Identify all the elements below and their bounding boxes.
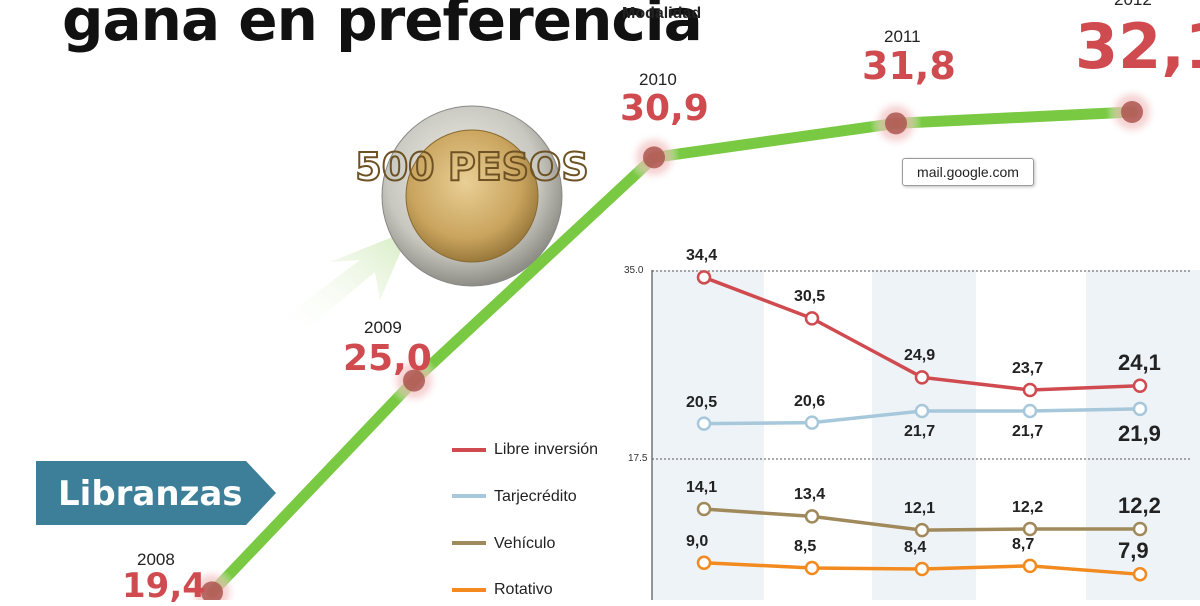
series-point-tarjeta-2 — [914, 403, 930, 419]
series-point-rotativo-1 — [804, 560, 820, 576]
modalidad-label: Modalidad — [622, 5, 702, 22]
series-point-libre-0 — [696, 270, 712, 285]
year-label-2010: 2010 — [639, 70, 677, 89]
series-label-rotativo-1: 8,5 — [794, 537, 817, 555]
series-label-rotativo-4: 7,9 — [1118, 538, 1149, 564]
series-point-libre-3 — [1022, 382, 1038, 398]
banner-text: Libranzas — [58, 474, 243, 514]
series-label-libre-0: 34,4 — [686, 247, 718, 265]
series-point-libre-1 — [804, 311, 820, 326]
series-label-rotativo-3: 8,7 — [1012, 535, 1035, 553]
series-point-vehiculo-2 — [914, 522, 930, 538]
series-point-rotativo-4 — [1132, 567, 1148, 582]
legend-label-rotativo: Rotativo — [494, 581, 553, 598]
series-label-rotativo-2: 8,4 — [904, 539, 927, 557]
y-tick-35: 35.0 — [624, 265, 644, 276]
coin-500: 500 PESOS — [355, 145, 588, 189]
series-point-vehiculo-1 — [804, 509, 820, 524]
main-point-2011 — [885, 112, 907, 135]
series-label-tarjeta-4: 21,9 — [1118, 420, 1161, 446]
url-tooltip: mail.google.com — [902, 158, 1034, 186]
main-line-group — [186, 86, 1158, 600]
year-label-2011: 2011 — [884, 27, 921, 46]
arrow-decoration — [280, 230, 410, 335]
libranzas-banner — [36, 461, 276, 525]
series-label-tarjeta-0: 20,5 — [686, 393, 718, 411]
series-point-rotativo-0 — [696, 555, 712, 570]
series-label-libre-3: 23,7 — [1012, 359, 1044, 377]
series-point-tarjeta-0 — [696, 416, 712, 431]
series-point-vehiculo-3 — [1022, 521, 1038, 537]
y-tick-17-5: 17.5 — [628, 453, 648, 464]
main-point-2012 — [1121, 101, 1143, 123]
series-label-vehiculo-3: 12,2 — [1012, 499, 1044, 517]
series-point-tarjeta-4 — [1132, 401, 1148, 417]
series-point-tarjeta-1 — [804, 415, 820, 430]
legend — [452, 448, 486, 592]
series-point-libre-2 — [914, 370, 930, 385]
year-label-2008: 2008 — [137, 550, 175, 569]
series-point-vehiculo-0 — [696, 501, 712, 517]
year-label-2009: 2009 — [364, 318, 402, 337]
series-label-vehiculo-4: 12,2 — [1118, 493, 1161, 519]
series-label-libre-1: 30,5 — [794, 288, 826, 306]
series-label-vehiculo-2: 12,1 — [904, 500, 936, 518]
series-label-tarjeta-3: 21,7 — [1012, 423, 1044, 441]
series-label-libre-4: 24,1 — [1118, 349, 1161, 375]
legend-label-vehiculo: Vehículo — [494, 535, 556, 552]
series-point-vehiculo-4 — [1132, 521, 1148, 537]
series-label-vehiculo-1: 13,4 — [794, 486, 826, 504]
coin-icon: 500 PESOS — [354, 105, 590, 287]
value-label-2010: 30,9 — [620, 88, 709, 129]
year-label-2012: 2012 — [1114, 0, 1152, 10]
series-label-libre-2: 24,9 — [904, 347, 936, 365]
lower-lines-group — [696, 270, 1148, 582]
main-point-2010 — [643, 146, 665, 169]
value-label-2008: 19,4 — [122, 566, 206, 606]
series-label-tarjeta-2: 21,7 — [904, 423, 936, 441]
series-point-libre-4 — [1132, 378, 1148, 394]
series-label-rotativo-0: 9,0 — [686, 532, 709, 550]
lower-chart-background — [651, 270, 1200, 600]
series-label-vehiculo-0: 14,1 — [686, 479, 718, 497]
series-point-rotativo-3 — [1022, 558, 1038, 574]
headline: gana en preferencia — [62, 0, 703, 54]
value-label-2009: 25,0 — [343, 338, 432, 379]
legend-label-libre: Libre inversión — [494, 441, 599, 458]
series-label-tarjeta-1: 20,6 — [794, 392, 826, 410]
main-point-2008 — [201, 581, 223, 600]
series-point-rotativo-2 — [914, 561, 930, 577]
series-point-tarjeta-3 — [1022, 403, 1038, 419]
value-label-2012: 32,1 — [1075, 10, 1200, 83]
main-point-2009 — [403, 369, 425, 392]
legend-label-tarjeta: Tarjecrédito — [494, 488, 577, 505]
value-label-2011: 31,8 — [862, 44, 956, 88]
